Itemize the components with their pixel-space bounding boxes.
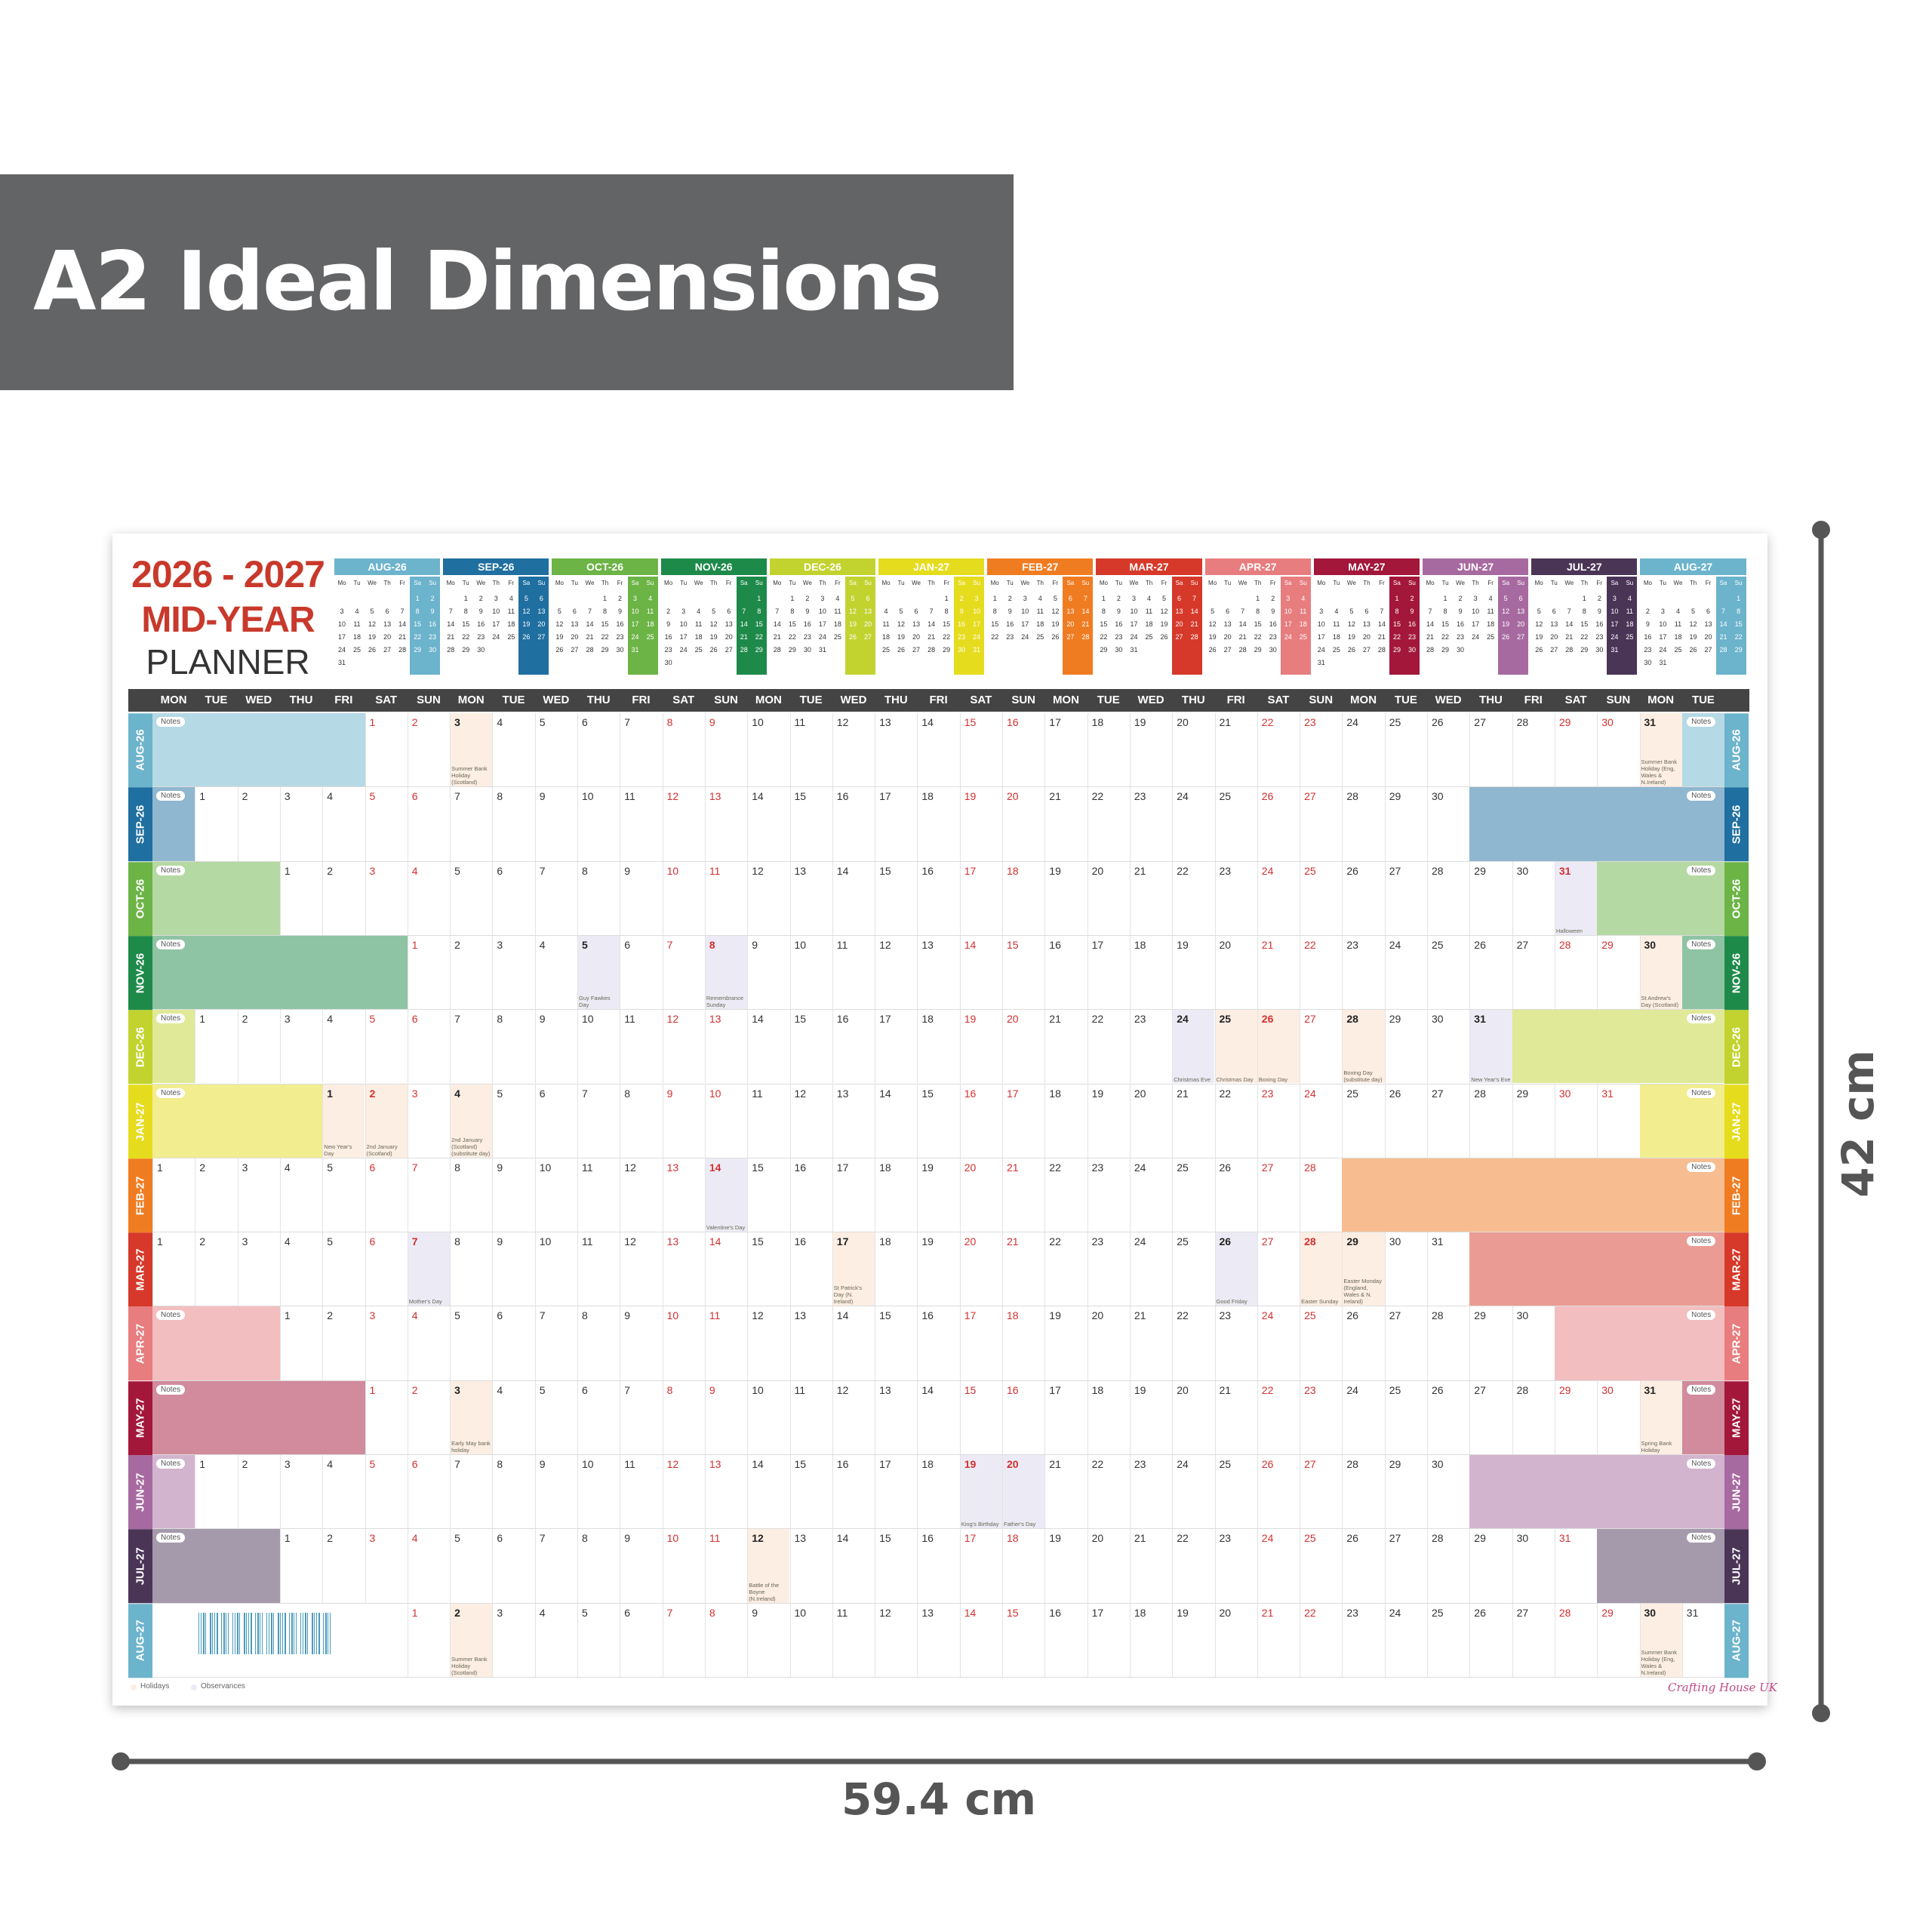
planner-name: PLANNER	[146, 642, 310, 681]
dot	[1812, 1704, 1830, 1722]
dot	[112, 1752, 130, 1770]
dot	[1812, 521, 1830, 539]
height-label: 42 cm	[1832, 1050, 1884, 1198]
year-range: 2026 - 2027	[131, 553, 325, 595]
dot	[1748, 1752, 1766, 1770]
banner: A2 Ideal Dimensions	[0, 174, 1014, 390]
banner-title: A2 Ideal Dimensions	[33, 235, 943, 329]
subtitle: MID-YEAR	[141, 600, 315, 640]
width-label: 59.4 cm	[841, 1774, 1037, 1825]
